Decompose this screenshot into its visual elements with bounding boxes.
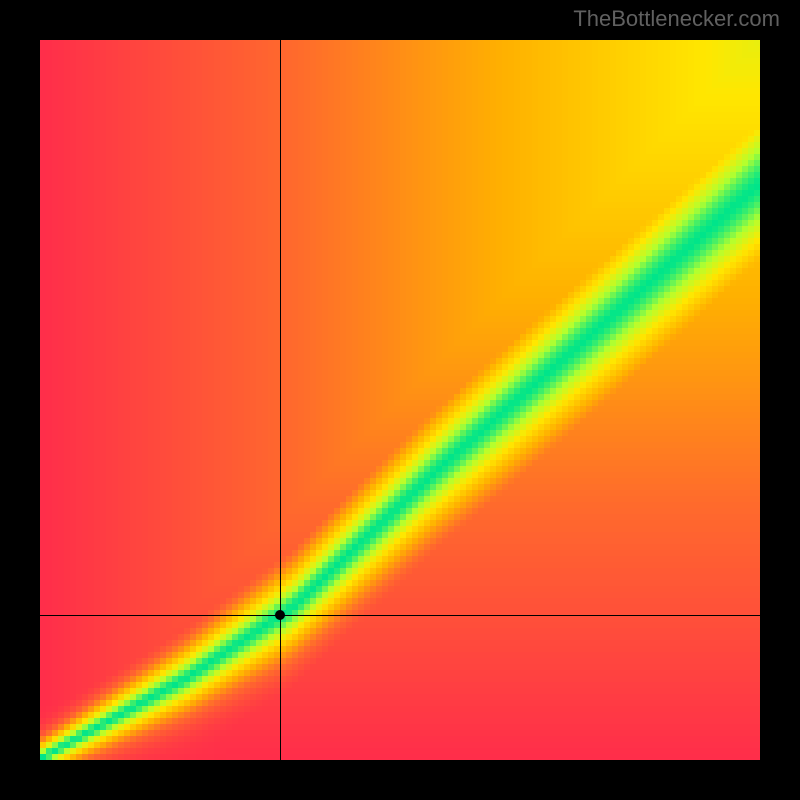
- watermark-text: TheBottlenecker.com: [573, 6, 780, 32]
- plot-area: [40, 40, 760, 760]
- chart-frame: TheBottlenecker.com: [0, 0, 800, 800]
- crosshair-horizontal: [40, 615, 760, 616]
- crosshair-marker: [275, 610, 285, 620]
- heatmap-canvas: [40, 40, 760, 760]
- crosshair-vertical: [280, 40, 281, 760]
